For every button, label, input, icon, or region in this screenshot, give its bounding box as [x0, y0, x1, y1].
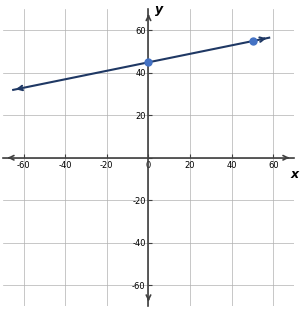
Text: x: x: [290, 168, 298, 181]
Point: [250, 39, 255, 44]
Text: y: y: [155, 3, 163, 16]
Point: [146, 60, 151, 65]
